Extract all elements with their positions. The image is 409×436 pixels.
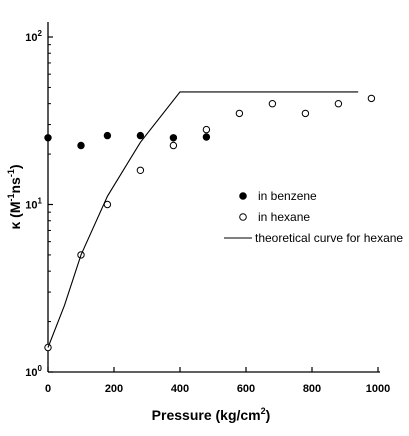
point-hexane (136, 166, 145, 175)
point-hexane (301, 109, 310, 118)
point-hexane (334, 100, 343, 108)
point-hexane (268, 100, 277, 108)
x-tick-label: 1000 (366, 383, 390, 395)
y-tick-label: 102 (25, 29, 42, 44)
y-axis-title: κ (M-1ns-1) (6, 164, 23, 229)
point-hexane (367, 94, 376, 103)
x-tick-label: 600 (237, 383, 255, 395)
point-benzene (169, 134, 178, 142)
y-ticks: 100 101 102 (25, 29, 53, 379)
point-benzene (136, 131, 145, 140)
legend-label-benzene: in benzene (258, 189, 317, 203)
legend-label-theoretical: theoretical curve for hexane (255, 231, 403, 245)
x-tick-label: 200 (105, 383, 123, 395)
legend-label-hexane: in hexane (258, 210, 310, 224)
x-axis-title: Pressure (kg/cm2) (152, 406, 271, 423)
plot-frame (47, 22, 380, 373)
point-benzene (77, 141, 85, 150)
legend-marker-hexane (239, 213, 247, 221)
series-layer (44, 91, 376, 352)
series-line-theoretical (47, 91, 359, 348)
point-hexane (202, 125, 211, 134)
y-tick-label: 101 (25, 197, 42, 212)
x-tick-label: 800 (303, 383, 321, 395)
legend-marker-benzene (239, 192, 247, 200)
point-benzene (103, 131, 112, 140)
y-tick-label: 100 (25, 364, 42, 379)
x-tick-label: 400 (171, 383, 189, 395)
point-hexane (235, 109, 244, 118)
x-ticks: 0 200 400 600 800 1000 (45, 367, 390, 395)
point-hexane (169, 141, 178, 150)
x-tick-label: 0 (45, 383, 51, 395)
point-benzene (202, 133, 211, 141)
legend: in benzene in hexane theoretical curve f… (224, 189, 403, 245)
point-benzene (44, 134, 52, 142)
